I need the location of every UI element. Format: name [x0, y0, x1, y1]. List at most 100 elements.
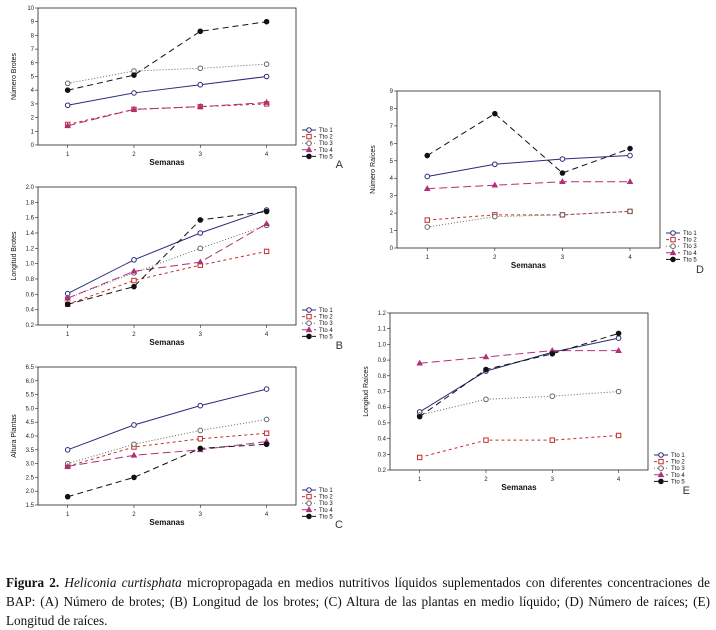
- data-point: [263, 430, 270, 436]
- y-tick-label: 6: [31, 61, 35, 67]
- y-tick-label: 8: [31, 33, 35, 39]
- y-tick-label: 2.5: [26, 475, 35, 481]
- data-point: [131, 257, 137, 263]
- series-line: [427, 210, 631, 221]
- data-point: [615, 330, 622, 337]
- data-point: [483, 396, 489, 403]
- data-point: [416, 359, 423, 366]
- series-line: [67, 388, 267, 451]
- x-tick-label: 1: [426, 255, 430, 261]
- legend-label: Tto 3: [319, 501, 333, 507]
- data-point: [483, 437, 489, 443]
- series-line: [419, 337, 619, 413]
- y-tick-label: 0.7: [378, 390, 387, 396]
- y-tick-label: 0.2: [26, 323, 35, 329]
- legend-label: Tto 1: [319, 308, 333, 314]
- data-point: [131, 441, 137, 448]
- series-line: [67, 21, 267, 91]
- series-line: [67, 250, 267, 305]
- plot-frame: [37, 7, 297, 146]
- legend-label: Tto 1: [319, 488, 333, 494]
- data-point: [131, 283, 137, 290]
- legend-marker: [658, 465, 664, 472]
- data-point: [197, 402, 204, 409]
- data-point: [263, 220, 270, 227]
- y-tick-label: 1.6: [26, 216, 35, 222]
- y-tick-label: 7: [31, 47, 35, 53]
- legend-label: Tto 1: [671, 453, 685, 459]
- data-point: [263, 208, 270, 215]
- y-tick-label: 2.0: [26, 185, 35, 191]
- y-tick-label: 7: [390, 124, 394, 130]
- data-point: [483, 366, 489, 373]
- data-point: [416, 454, 423, 461]
- series-tto-4: [423, 178, 634, 191]
- data-point: [196, 103, 204, 109]
- data-point: [549, 351, 556, 357]
- data-point: [559, 178, 566, 185]
- y-tick-label: 6: [390, 141, 394, 147]
- data-point: [131, 277, 137, 284]
- x-tick-label: 3: [199, 152, 203, 158]
- data-point: [64, 462, 71, 469]
- legend-marker: [657, 471, 665, 478]
- panel-letter: A: [336, 159, 344, 171]
- x-tick-label: 3: [561, 255, 565, 261]
- caption-species: Heliconia curtisphata: [64, 575, 182, 590]
- x-tick-label: 3: [199, 512, 203, 518]
- series-line: [426, 113, 631, 174]
- data-point: [424, 152, 431, 159]
- legend-label: Tto 5: [683, 257, 697, 263]
- data-point: [130, 451, 138, 458]
- data-point: [263, 248, 270, 255]
- plot-frame: [389, 312, 649, 471]
- y-tick-label: 4.0: [26, 434, 35, 440]
- y-tick-label: 4: [31, 88, 35, 94]
- x-tick-label: 1: [66, 152, 70, 158]
- series-tto-5: [64, 441, 270, 500]
- data-point: [492, 110, 498, 117]
- data-point: [64, 493, 71, 500]
- x-tick-label: 1: [418, 477, 422, 483]
- x-tick-label: 4: [265, 152, 269, 158]
- data-point: [626, 178, 634, 185]
- x-axis-title: Semanas: [149, 338, 185, 347]
- legend-label: Tto 4: [319, 508, 333, 514]
- panel-letter: D: [696, 264, 704, 276]
- legend-label: Tto 4: [319, 328, 333, 334]
- plot-frame: [37, 186, 297, 326]
- series-line: [419, 391, 619, 416]
- legend-label: Tto 2: [319, 315, 333, 321]
- data-point: [492, 213, 498, 220]
- data-point: [482, 353, 490, 360]
- data-point: [64, 87, 71, 93]
- data-point: [615, 388, 622, 395]
- y-tick-label: 8: [390, 106, 394, 112]
- x-tick-label: 3: [199, 332, 203, 338]
- data-point: [130, 267, 138, 274]
- data-point: [424, 217, 430, 223]
- legend-marker: [658, 478, 664, 485]
- legend-marker: [658, 458, 664, 465]
- y-tick-label: 0.5: [378, 421, 387, 427]
- y-tick-label: 1.0: [26, 262, 35, 268]
- data-point: [197, 445, 204, 452]
- legend-marker: [670, 230, 676, 236]
- data-point: [549, 437, 555, 443]
- panel-letter: C: [335, 519, 343, 531]
- chart-panel-a: 0 1 2 3 4 5 6 7 8 9 10 1 2 3 4 Semanas Número Brotes Tto …: [11, 6, 344, 171]
- series-tto-2: [64, 101, 270, 128]
- legend-label: Tto 5: [319, 334, 333, 340]
- series-line: [67, 211, 267, 305]
- y-tick-label: 1.0: [378, 342, 387, 348]
- legend-marker: [306, 127, 312, 133]
- data-point: [197, 65, 204, 72]
- legend-label: Tto 5: [319, 154, 333, 160]
- caption-label: Figura 2.: [6, 575, 60, 590]
- data-point: [197, 245, 204, 252]
- x-tick-label: 2: [132, 332, 136, 338]
- series-line: [67, 418, 267, 465]
- y-tick-label: 6.0: [26, 379, 35, 385]
- data-point: [64, 294, 71, 301]
